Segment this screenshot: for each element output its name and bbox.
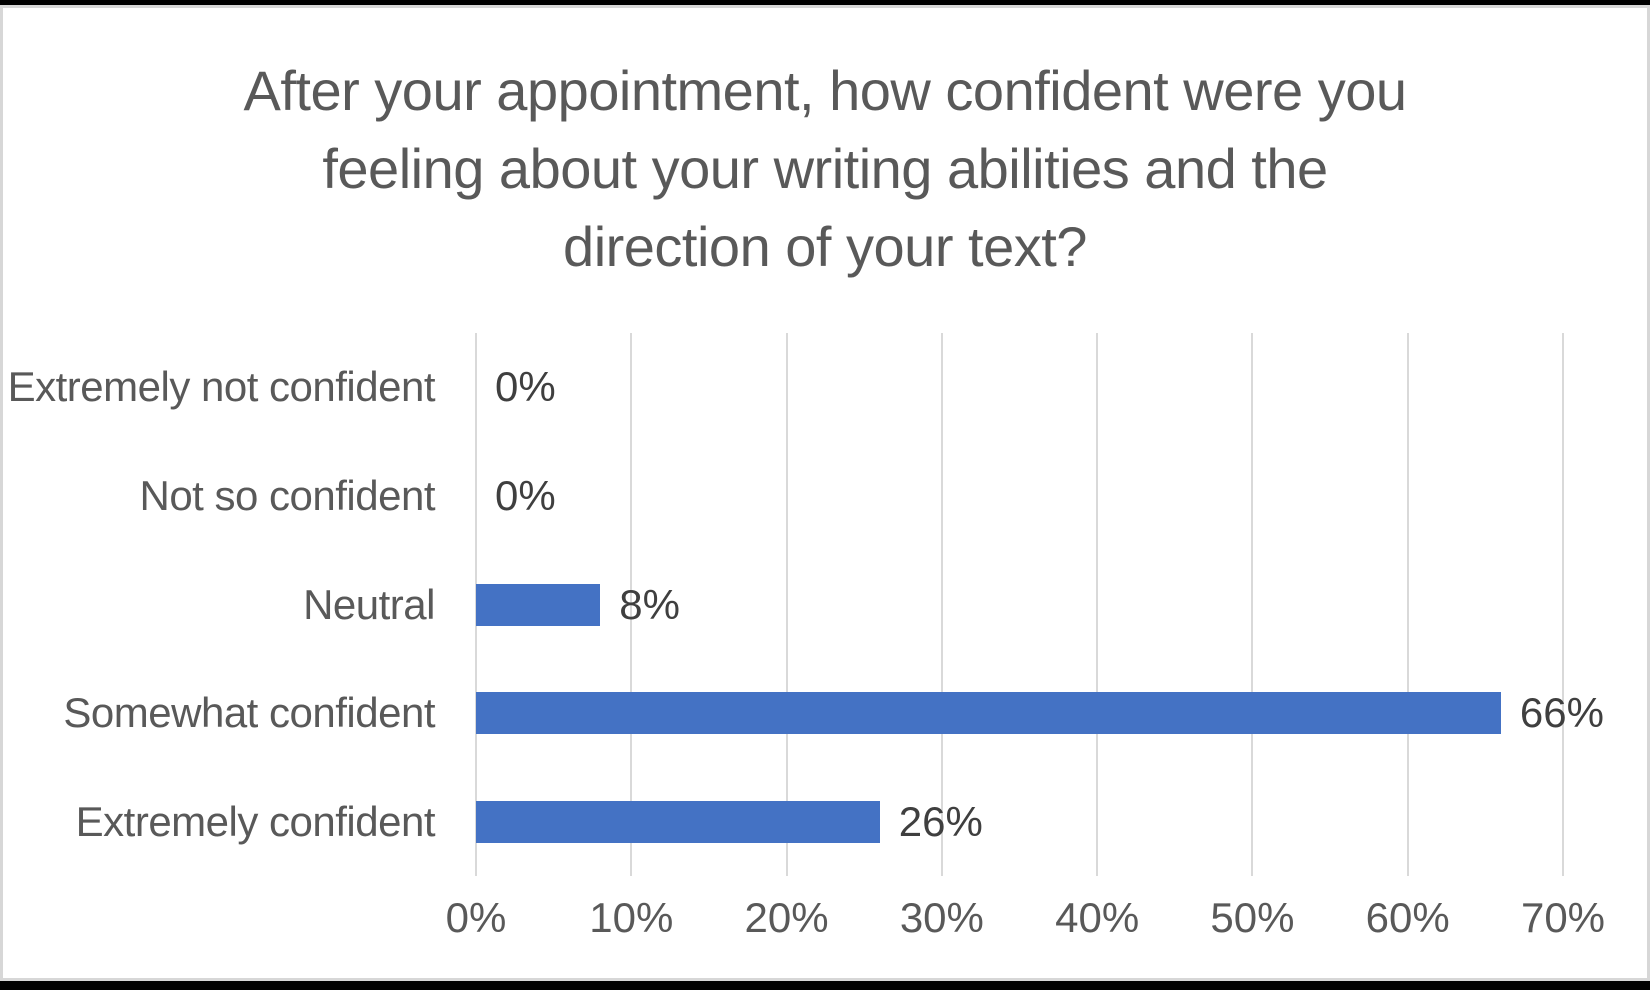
- gridline: [940, 333, 943, 876]
- x-tick-label: 60%: [1365, 894, 1450, 941]
- data-label: 66%: [1519, 689, 1604, 737]
- x-tick-label: 70%: [1520, 894, 1606, 941]
- data-label: 0%: [495, 471, 556, 519]
- category-label: Extremely not confident: [7, 363, 436, 411]
- bar-neutral: [476, 583, 601, 626]
- category-label: Somewhat confident: [63, 689, 435, 737]
- chart-title-line: direction of your text?: [563, 215, 1087, 278]
- data-label: 26%: [898, 797, 983, 845]
- x-tick-label: 30%: [899, 894, 984, 941]
- x-tick-label: 10%: [589, 894, 674, 941]
- x-tick-label: 20%: [744, 894, 829, 941]
- gridline: [785, 333, 788, 876]
- gridline: [1562, 333, 1564, 876]
- chart-title-line: After your appointment, how confident we…: [243, 59, 1407, 122]
- category-label: Not so confident: [139, 471, 435, 519]
- x-tick-label: 50%: [1210, 894, 1295, 941]
- chart-frame: After your appointment, how confident we…: [0, 5, 1650, 981]
- bar-extremely-confident: [476, 800, 880, 843]
- x-axis: 0% 10% 20% 30% 40% 50% 60% 70%: [446, 890, 1605, 950]
- plot-area: 0% 0% 8% 66% 26%: [475, 333, 1604, 876]
- category-axis: Extremely not confident Not so confident N…: [3, 333, 436, 876]
- gridline: [1251, 333, 1254, 876]
- gridline: [1406, 333, 1409, 876]
- chart-title-line: feeling about your writing abilities and…: [322, 137, 1328, 200]
- bar-somewhat-confident: [476, 692, 1501, 735]
- data-label: 8%: [619, 580, 680, 628]
- category-label: Neutral: [303, 580, 435, 628]
- chart-title: After your appointment, how confident we…: [3, 52, 1647, 286]
- gridline: [1096, 333, 1099, 876]
- data-label: 0%: [495, 363, 556, 411]
- x-tick-label: 40%: [1055, 894, 1140, 941]
- gridline: [630, 333, 633, 876]
- x-tick-label: 0%: [445, 894, 507, 941]
- category-label: Extremely confident: [75, 797, 436, 845]
